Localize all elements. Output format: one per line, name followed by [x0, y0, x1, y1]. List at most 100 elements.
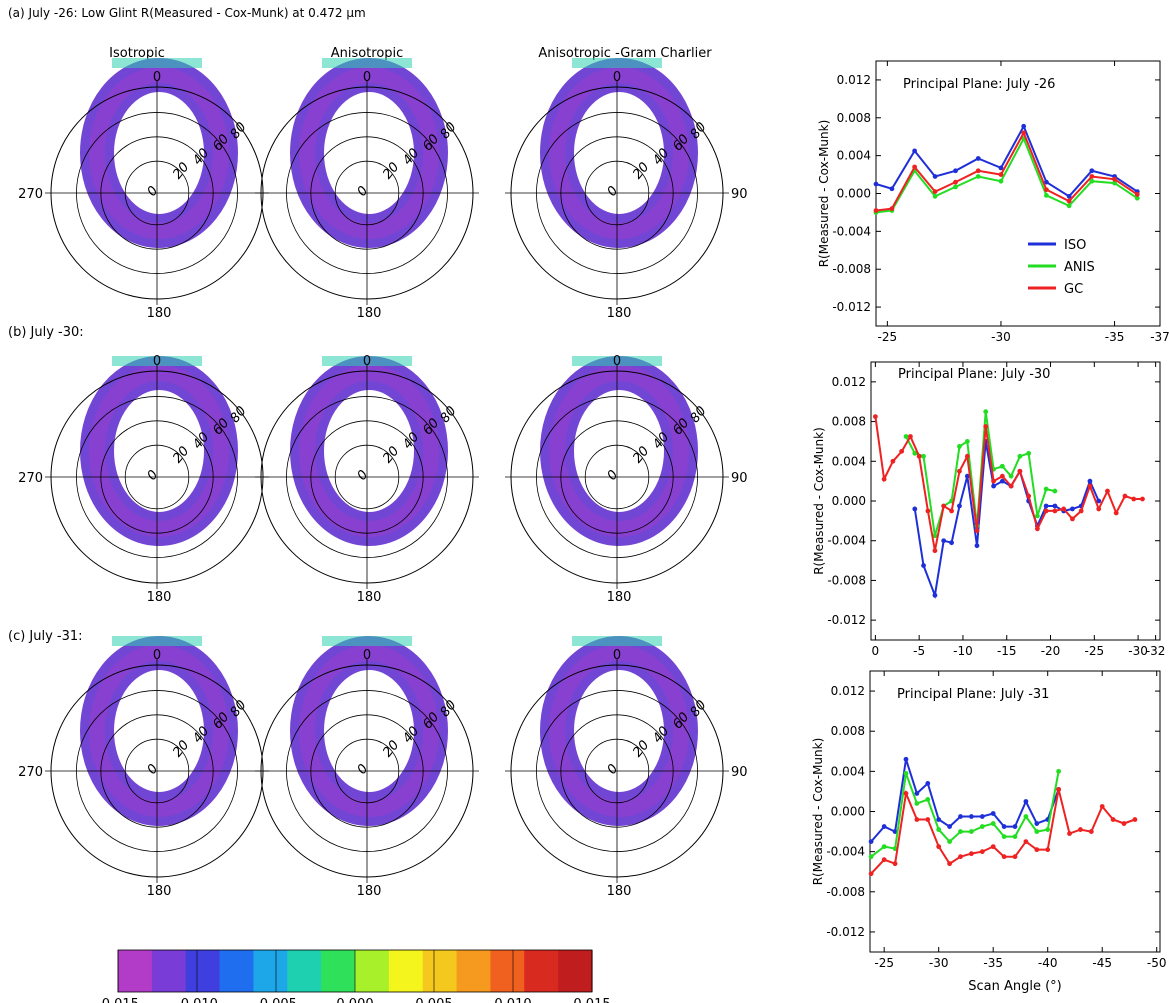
- data-point-iso: [957, 503, 962, 509]
- data-point-gc: [916, 453, 922, 459]
- data-point-gc: [964, 453, 970, 459]
- colorbar-segment-10: [456, 950, 492, 992]
- x-tick-label: -35: [1105, 330, 1125, 344]
- data-point-iso: [921, 563, 926, 568]
- data-point-anis: [903, 434, 909, 439]
- polar-label-bottom: 180: [607, 590, 632, 605]
- y-tick-label: 0.000: [832, 494, 866, 508]
- polar-label-bottom: 180: [147, 306, 172, 321]
- chart-frame: [870, 361, 1161, 641]
- colorbar-segment-1: [151, 950, 187, 992]
- data-point-gc: [1134, 192, 1140, 197]
- data-point-anis: [990, 821, 996, 826]
- y-axis-label: R(Measured - Cox-Munk): [811, 738, 825, 886]
- x-tick-label: -25: [874, 956, 894, 970]
- polar-label-bottom: 180: [357, 590, 382, 605]
- colorbar-tick-label-5: 0.010: [494, 997, 531, 1003]
- data-point-anis: [925, 797, 931, 802]
- polar-ring-label-0: 0: [605, 762, 622, 778]
- data-point-iso: [941, 538, 947, 544]
- x-tick-label: -45: [1092, 956, 1112, 970]
- y-tick-label: -0.012: [832, 300, 871, 314]
- y-tick-label: 0.008: [832, 415, 866, 429]
- data-point-gc: [899, 448, 905, 454]
- data-point-anis: [1034, 829, 1040, 834]
- polar-ring-label-0: 0: [355, 468, 372, 484]
- colorbar-segment-2: [185, 950, 221, 992]
- polar-label-right: 90: [731, 765, 748, 780]
- colorbar-segment-0: [118, 950, 153, 992]
- data-point-iso: [1089, 168, 1095, 174]
- data-point-gc: [1088, 829, 1094, 834]
- data-point-iso: [889, 186, 895, 192]
- data-point-iso: [991, 483, 997, 489]
- polar-band-highlight: [112, 58, 202, 68]
- line-chart-3: 0.012 0.008 0.004 0.000 -0.004 -0.008 -0.012 -2…: [811, 670, 1167, 994]
- x-tick-label: -25: [1085, 644, 1105, 658]
- polar-label-top: 0: [613, 354, 621, 369]
- polar-ring-label-1: 20: [170, 444, 192, 466]
- data-point-anis: [1112, 180, 1117, 186]
- data-point-iso: [979, 814, 985, 819]
- data-point-gc: [1099, 804, 1105, 809]
- colorbar-segment-13: [558, 950, 593, 992]
- polar-ring-label-0: 0: [355, 184, 372, 200]
- data-point-anis: [953, 184, 958, 190]
- polar-label-top: 0: [363, 354, 371, 369]
- x-tick-label: -37: [1150, 330, 1169, 344]
- data-point-gc: [958, 854, 963, 860]
- polar-band-highlight: [572, 58, 662, 68]
- column-titles: Isotropic Anisotropic Anisotropic -Gram …: [109, 46, 712, 61]
- series-line-gc: [874, 416, 1143, 551]
- data-point-iso: [968, 814, 974, 819]
- polar-ring-label-0: 0: [145, 762, 162, 778]
- data-point-anis: [1089, 178, 1095, 184]
- data-point-gc: [912, 164, 918, 170]
- legend-label-gc: GC: [1064, 282, 1083, 297]
- polar-ring-label-1: 20: [170, 160, 192, 182]
- data-point-anis: [914, 801, 920, 806]
- colorbar-tick-label-0: -0.015: [97, 997, 139, 1003]
- colorbar-tick-label-4: 0.005: [415, 997, 452, 1003]
- data-point-iso: [1066, 193, 1072, 199]
- polar-band-highlight: [322, 58, 412, 68]
- x-tick-label: -10: [953, 644, 973, 658]
- y-tick-label: -0.008: [826, 885, 865, 899]
- data-point-iso: [1001, 824, 1007, 829]
- colorbar-tick-label-3: 0.000: [336, 997, 373, 1003]
- polar-ring-label-1: 20: [380, 160, 402, 182]
- data-point-iso: [1021, 123, 1027, 129]
- data-point-gc: [868, 871, 874, 877]
- x-tick-label: -30: [991, 330, 1011, 344]
- data-point-gc: [1122, 493, 1128, 499]
- polar-band-highlight: [572, 636, 662, 646]
- data-point-iso: [912, 506, 918, 512]
- polar-ring-label-0: 0: [605, 184, 622, 200]
- colorbar-segment-4: [253, 950, 288, 992]
- data-point-iso: [998, 165, 1004, 171]
- y-tick-label: 0.000: [831, 805, 865, 819]
- x-tick-label: -50: [1147, 956, 1167, 970]
- data-point-anis: [936, 827, 942, 832]
- series-line-anis: [870, 771, 1060, 858]
- data-point-iso: [1096, 498, 1102, 504]
- data-point-anis: [1045, 827, 1051, 832]
- data-point-gc: [979, 849, 985, 855]
- polar-reflectance-band-inner: [299, 365, 439, 537]
- y-tick-label: 0.012: [831, 684, 865, 698]
- data-point-gc: [1089, 174, 1095, 179]
- data-point-anis: [1134, 195, 1140, 201]
- data-point-iso: [964, 473, 970, 479]
- data-point-gc: [1001, 854, 1007, 860]
- x-tick-label: -32: [1146, 644, 1166, 658]
- data-point-gc: [968, 851, 974, 857]
- data-point-gc: [1052, 508, 1058, 514]
- row-label-b: (b) July -30:: [8, 325, 84, 340]
- data-point-gc: [1034, 526, 1040, 532]
- data-point-gc: [947, 861, 952, 867]
- data-point-anis: [1026, 450, 1032, 456]
- line-chart-2: 0.012 0.008 0.004 0.000 -0.004 -0.008 -0.012 0 -…: [812, 361, 1166, 658]
- x-tick-label: -35: [983, 956, 1003, 970]
